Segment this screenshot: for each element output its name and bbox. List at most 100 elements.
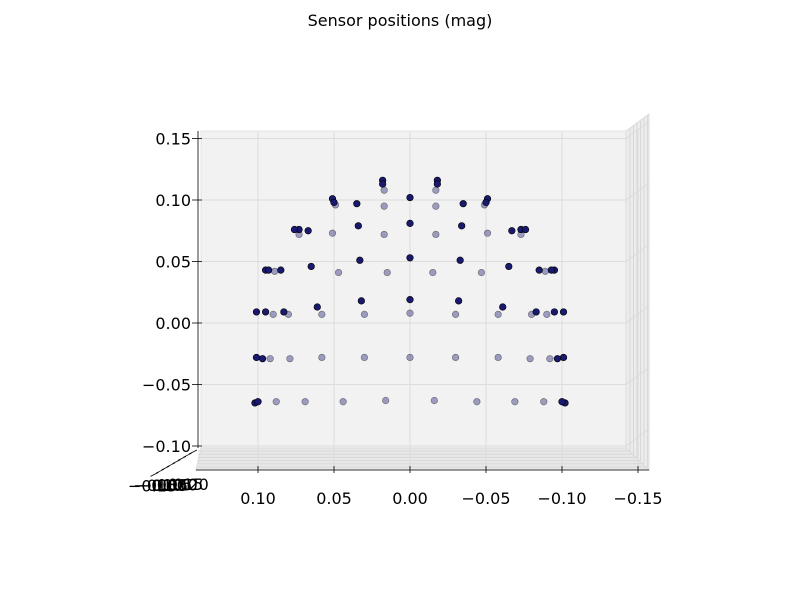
sensor-point-front [379, 180, 387, 188]
sensor-point-front [456, 256, 464, 264]
y-tick-label: −0.10 [142, 437, 191, 456]
sensor-point-front [505, 262, 513, 271]
sensor-point-front [406, 254, 414, 262]
sensor-point-front [553, 355, 562, 363]
sensor-point-back [483, 229, 492, 237]
x-tick-label: 0.10 [240, 489, 276, 508]
sensor-point-front [252, 353, 261, 362]
sensor-point-back [432, 202, 440, 210]
sensor-point-back [360, 310, 369, 318]
depth-tick-mark [183, 452, 192, 458]
sensor-point-front [406, 193, 414, 202]
y-tick-label: 0.15 [155, 130, 191, 149]
depth-tick-mark [155, 468, 165, 474]
depth-tick-label: −0.10 [133, 476, 182, 495]
sensor-point-front [277, 266, 285, 274]
sensor-point-front [458, 222, 466, 230]
depth-tick-mark [177, 456, 187, 461]
sensor-point-front [433, 180, 441, 188]
sensor-point-back [406, 309, 414, 317]
sensor-point-back [452, 310, 460, 318]
sensor-point-front [307, 262, 315, 271]
x-tick-label: −0.10 [537, 489, 586, 508]
sensor-point-back [452, 353, 460, 362]
sensor-point-front [290, 225, 299, 234]
sensor-point-back [380, 186, 388, 194]
depth-tick-mark [166, 462, 176, 468]
depth-tick-label: 0.20 [173, 475, 209, 494]
sensor-point-front [535, 266, 543, 274]
sensor-point-back [269, 310, 277, 318]
sensor-point-back [271, 267, 279, 275]
series-front [251, 176, 569, 407]
pane-depth-lines [198, 115, 648, 468]
sensor-point-front [558, 398, 566, 406]
sensor-point-front [521, 225, 530, 234]
sensor-point-front [280, 308, 288, 316]
sensor-point-back [272, 398, 280, 406]
depth-tick-label: 0.00 [151, 476, 187, 495]
sensor-point-front [356, 256, 364, 264]
y-tick-label: −0.05 [142, 376, 191, 395]
sensor-point-front [532, 308, 540, 316]
y-tick-label: 0.10 [155, 191, 191, 210]
sensor-point-back [301, 398, 309, 406]
sensor-point-front [482, 198, 490, 207]
sensor-point-back [380, 202, 388, 210]
sensor-point-front [262, 308, 270, 316]
depth-tick-mark [161, 465, 170, 471]
sensor-point-back [543, 310, 551, 318]
depth-tick-label: 0.10 [162, 475, 198, 494]
depth-tick-mark [172, 459, 181, 464]
depth-tick-mark [188, 449, 198, 455]
sensor-point-front [550, 308, 559, 316]
sensor-point-front [547, 266, 555, 274]
sensor-point-back [429, 268, 437, 277]
sensor-point-back [540, 398, 548, 406]
sensor-point-back [318, 353, 326, 362]
depth-tick-label: −0.05 [139, 476, 188, 495]
axes-group: 0.10 0.05 0.00 −0.05 −0.10 −0.15 0.150.100.05… [128, 130, 663, 509]
sensor-point-front [265, 266, 273, 274]
sensor-point-front [508, 227, 516, 235]
depth-ticks: 0.200.150.100.050.00−0.05−0.10−0.15 [128, 449, 209, 495]
sensor-point-back [286, 355, 294, 363]
x-tick-label: 0.00 [392, 489, 428, 508]
sensor-point-back [334, 268, 343, 277]
sensor-point-front [330, 198, 338, 207]
series-back [266, 186, 554, 406]
sensor-point-front [455, 297, 463, 305]
sensor-point-front [406, 219, 414, 227]
chart-title: Sensor positions (mag) [308, 11, 493, 30]
sensor-point-back [318, 310, 326, 318]
sensor-point-back [477, 268, 486, 277]
depth-tick-label: −0.15 [128, 476, 177, 495]
sensor-point-back [511, 398, 519, 406]
sensor-point-back [339, 398, 347, 406]
pane-group [195, 113, 651, 472]
sensor-point-back [380, 230, 388, 239]
sensor-point-back [432, 230, 440, 239]
sensor-point-back [383, 268, 391, 277]
sensor-point-front [459, 200, 467, 208]
depth-tick-mark [150, 472, 159, 477]
sensor-point-back [432, 186, 440, 194]
sensor-point-front [353, 200, 361, 208]
sensor-point-front [258, 355, 267, 363]
sensor-point-back [546, 355, 554, 363]
sensor-point-front [559, 308, 568, 316]
x-tick-label: −0.05 [461, 489, 510, 508]
x-tick-label: 0.05 [316, 489, 352, 508]
sensor-point-front [313, 303, 321, 311]
gridlines [201, 121, 650, 470]
x-tick-label: −0.15 [613, 489, 662, 508]
x-ticks: 0.10 0.05 0.00 −0.05 −0.10 −0.15 [240, 466, 663, 508]
sensor-point-front [252, 308, 261, 316]
sensor-point-back [494, 353, 502, 362]
sensor-point-back [266, 355, 274, 363]
sensor-point-back [328, 229, 337, 237]
sensor-point-back [494, 310, 502, 318]
sensor-point-front [357, 297, 365, 305]
sensor-point-back [406, 353, 414, 362]
